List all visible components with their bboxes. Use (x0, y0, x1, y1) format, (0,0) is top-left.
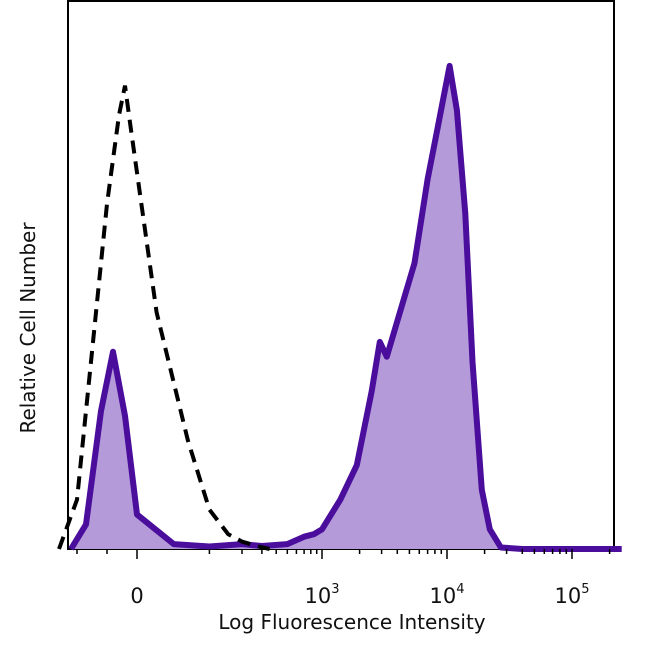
stained-histogram-fill (71, 65, 622, 550)
x-tick-label-1e5: 105 (554, 582, 589, 608)
y-axis-title: Relative Cell Number (16, 222, 40, 434)
x-tick-label-1e4: 104 (429, 582, 464, 608)
series-layer (57, 62, 622, 552)
stained-histogram-line (68, 62, 622, 552)
x-tick-label-1e3: 103 (304, 582, 339, 608)
control-histogram-line (57, 85, 271, 551)
x-axis-ticks (76, 549, 611, 559)
x-axis-title: Log Fluorescence Intensity (218, 610, 485, 634)
x-tick-label-0: 0 (130, 584, 143, 608)
